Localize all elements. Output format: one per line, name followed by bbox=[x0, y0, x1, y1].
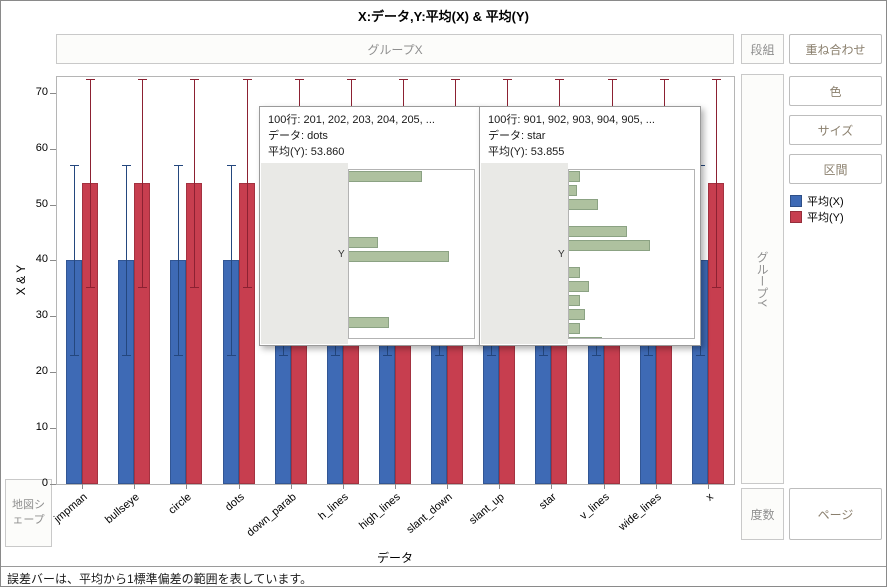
y-axis-tick-label: 10 bbox=[35, 421, 48, 434]
histogram-row bbox=[569, 240, 694, 253]
tooltip-data-line: データ: dots bbox=[268, 130, 328, 142]
histogram-row bbox=[569, 185, 694, 198]
histogram-row bbox=[569, 309, 694, 322]
histogram-bar bbox=[349, 171, 422, 182]
histogram-row bbox=[349, 317, 474, 330]
legend-item-mean-x[interactable]: 平均(X) bbox=[790, 193, 844, 209]
dropzone-group-x-label: グループX bbox=[367, 42, 423, 57]
tooltip-data-line: データ: star bbox=[488, 130, 546, 142]
histogram-bar bbox=[569, 337, 602, 338]
interval-button-label: 区間 bbox=[823, 162, 848, 177]
histogram-row bbox=[569, 281, 694, 294]
histogram-bar bbox=[569, 281, 589, 292]
histogram-row bbox=[569, 171, 694, 184]
tooltip-text-block: 100行: 201, 202, 203, 204, 205, ... データ: … bbox=[260, 107, 443, 165]
y-axis-tick-label: 30 bbox=[35, 309, 48, 322]
tooltip-axis-panel bbox=[481, 163, 568, 344]
tooltip-rows-line: 100行: 201, 202, 203, 204, 205, ... bbox=[268, 114, 435, 126]
hover-tooltip-star: 100行: 901, 902, 903, 904, 905, ... データ: … bbox=[479, 106, 701, 346]
histogram-bar bbox=[569, 185, 577, 196]
histogram-row bbox=[349, 197, 474, 210]
histogram-bar bbox=[569, 171, 581, 182]
dropzone-column-group[interactable]: 段組 bbox=[741, 34, 784, 64]
dropzone-map-shape[interactable]: 地図シェープ bbox=[5, 479, 52, 547]
tooltip-axis-panel bbox=[261, 163, 348, 344]
histogram-row bbox=[569, 253, 694, 266]
histogram-bar bbox=[569, 323, 581, 334]
size-button-label: サイズ bbox=[817, 123, 854, 138]
histogram-row bbox=[569, 199, 694, 212]
histogram-row bbox=[349, 237, 474, 250]
histogram-row bbox=[349, 251, 474, 264]
legend-label-mean-y: 平均(Y) bbox=[807, 212, 844, 224]
histogram-bar bbox=[569, 295, 581, 306]
dropzone-frequency-label: 度数 bbox=[750, 507, 775, 522]
y-axis-tick-label: 20 bbox=[35, 365, 48, 378]
histogram-bar bbox=[349, 317, 389, 328]
legend: 平均(X) 平均(Y) bbox=[790, 193, 844, 225]
histogram-row bbox=[569, 295, 694, 308]
tooltip-histogram bbox=[568, 169, 695, 339]
legend-label-mean-x: 平均(X) bbox=[807, 196, 844, 208]
hover-tooltip-dots: 100行: 201, 202, 203, 204, 205, ... データ: … bbox=[259, 106, 481, 346]
histogram-bar bbox=[569, 267, 581, 278]
color-button-label: 色 bbox=[829, 84, 842, 99]
size-button[interactable]: サイズ bbox=[789, 115, 882, 145]
histogram-row bbox=[349, 303, 474, 316]
dropzone-frequency[interactable]: 度数 bbox=[741, 488, 784, 540]
color-button[interactable]: 色 bbox=[789, 76, 882, 106]
y-axis-title: X & Y bbox=[14, 264, 28, 296]
histogram-bar bbox=[349, 237, 378, 248]
tooltip-hist-axis-label: Y bbox=[338, 249, 345, 260]
tooltip-hist-axis-label: Y bbox=[558, 249, 565, 260]
dropzone-column-group-label: 段組 bbox=[750, 42, 775, 57]
histogram-row bbox=[349, 184, 474, 197]
histogram-row bbox=[569, 267, 694, 280]
y-axis-tick-label: 70 bbox=[35, 85, 48, 98]
histogram-bar bbox=[569, 226, 627, 237]
legend-item-mean-y[interactable]: 平均(Y) bbox=[790, 209, 844, 225]
interval-button[interactable]: 区間 bbox=[789, 154, 882, 184]
histogram-row bbox=[569, 337, 694, 338]
histogram-bar bbox=[569, 240, 651, 251]
histogram-bar bbox=[569, 199, 598, 210]
tooltip-text-block: 100行: 901, 902, 903, 904, 905, ... データ: … bbox=[480, 107, 663, 165]
histogram-bar bbox=[569, 309, 586, 320]
histogram-row bbox=[349, 264, 474, 277]
tooltip-mean-line: 平均(Y): 53.855 bbox=[488, 146, 565, 158]
tooltip-histogram bbox=[348, 169, 475, 339]
dropzone-group-x[interactable]: グループX bbox=[56, 34, 734, 64]
histogram-row bbox=[349, 171, 474, 184]
tooltip-mean-line: 平均(Y): 53.860 bbox=[268, 146, 345, 158]
histogram-row bbox=[349, 290, 474, 303]
page-button-label: ページ bbox=[817, 507, 854, 522]
dropzone-group-y-label: グループY bbox=[755, 250, 769, 307]
overlay-button[interactable]: 重ね合わせ bbox=[789, 34, 882, 64]
dropzone-map-shape-label: 地図シェープ bbox=[12, 498, 45, 526]
histogram-row bbox=[349, 277, 474, 290]
histogram-row bbox=[569, 323, 694, 336]
histogram-row bbox=[349, 223, 474, 236]
histogram-row bbox=[569, 212, 694, 225]
histogram-row bbox=[349, 210, 474, 223]
legend-swatch-mean-y bbox=[790, 211, 802, 223]
page-button[interactable]: ページ bbox=[789, 488, 882, 540]
error-bar-note: 誤差バーは、平均から1標準偏差の範囲を表しています。 bbox=[1, 566, 886, 586]
histogram-row bbox=[569, 226, 694, 239]
histogram-bar bbox=[349, 251, 449, 262]
dropzone-group-y[interactable]: グループY bbox=[741, 74, 784, 484]
y-axis-tick-label: 60 bbox=[35, 141, 48, 154]
overlay-button-label: 重ね合わせ bbox=[805, 42, 866, 57]
legend-swatch-mean-x bbox=[790, 195, 802, 207]
histogram-row bbox=[349, 330, 474, 338]
y-axis-tick-label: 50 bbox=[35, 197, 48, 210]
page-title: X:データ,Y:平均(X) & 平均(Y) bbox=[358, 9, 529, 24]
tooltip-rows-line: 100行: 901, 902, 903, 904, 905, ... bbox=[488, 114, 655, 126]
x-axis-title: データ bbox=[376, 551, 413, 565]
